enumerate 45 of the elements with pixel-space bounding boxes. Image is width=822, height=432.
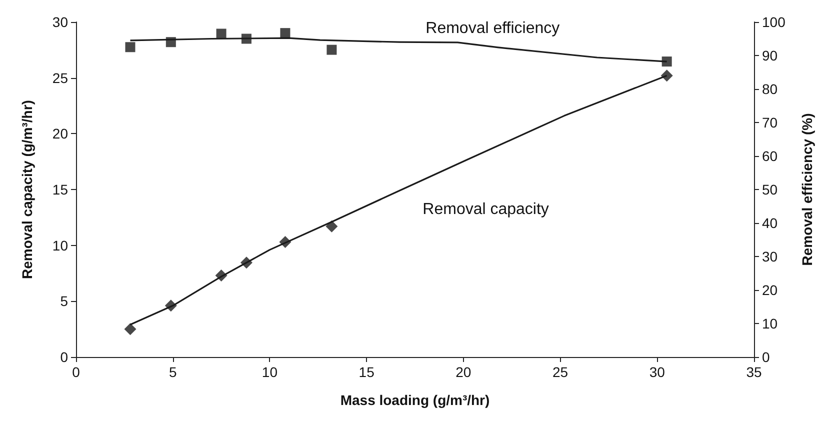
y2-tick-label: 40 xyxy=(762,215,778,231)
x-tick-label: 10 xyxy=(262,364,278,380)
point xyxy=(660,70,673,82)
y-tick-label: 0 xyxy=(60,349,68,365)
y2-tick-label: 0 xyxy=(762,349,770,365)
x-tick-label: 15 xyxy=(358,364,375,380)
x-tick-label: 0 xyxy=(72,364,80,380)
y2-tick-label: 30 xyxy=(762,248,778,264)
point xyxy=(241,34,252,44)
y2-tick-label: 60 xyxy=(762,148,778,164)
y2-axis-title: Removal efficiency (%) xyxy=(799,113,815,266)
y2-tick-label: 90 xyxy=(762,48,778,64)
point xyxy=(124,323,136,336)
y-tick-label: 20 xyxy=(52,126,68,142)
x-tick-label: 35 xyxy=(746,364,762,380)
x-tick-label: 5 xyxy=(168,364,177,380)
y2-tick-label: 20 xyxy=(762,282,778,298)
y-tick-label: 25 xyxy=(52,70,68,86)
y2-tick-label: 70 xyxy=(762,114,778,130)
x-tick-label: 25 xyxy=(552,364,568,380)
y2-tick-label: 80 xyxy=(762,81,778,97)
point xyxy=(215,269,228,282)
y2-tick-label: 10 xyxy=(762,316,778,332)
y-tick-label: 30 xyxy=(52,14,68,30)
point xyxy=(326,220,338,232)
point xyxy=(662,56,672,67)
point xyxy=(216,28,226,39)
x-axis-title: Mass loading (g/m³/hr) xyxy=(340,392,490,408)
point xyxy=(280,28,290,38)
point xyxy=(240,256,252,269)
y2-tick-label: 50 xyxy=(762,182,778,198)
point xyxy=(166,37,176,48)
y-tick-label: 5 xyxy=(60,293,68,310)
point xyxy=(164,300,177,312)
y-tick-label: 10 xyxy=(52,237,68,254)
point xyxy=(326,44,337,55)
point xyxy=(279,236,292,248)
y2-tick-label: 100 xyxy=(762,14,786,30)
annotation: Removal efficiency xyxy=(426,20,560,38)
x-tick-label: 20 xyxy=(456,364,472,380)
point xyxy=(125,42,136,52)
y-axis-title: Removal capacity (g/m³/hr) xyxy=(19,100,35,279)
y-tick-label: 15 xyxy=(52,182,68,198)
annotation: Removal capacity xyxy=(422,201,549,218)
x-tick-label: 30 xyxy=(649,364,666,380)
